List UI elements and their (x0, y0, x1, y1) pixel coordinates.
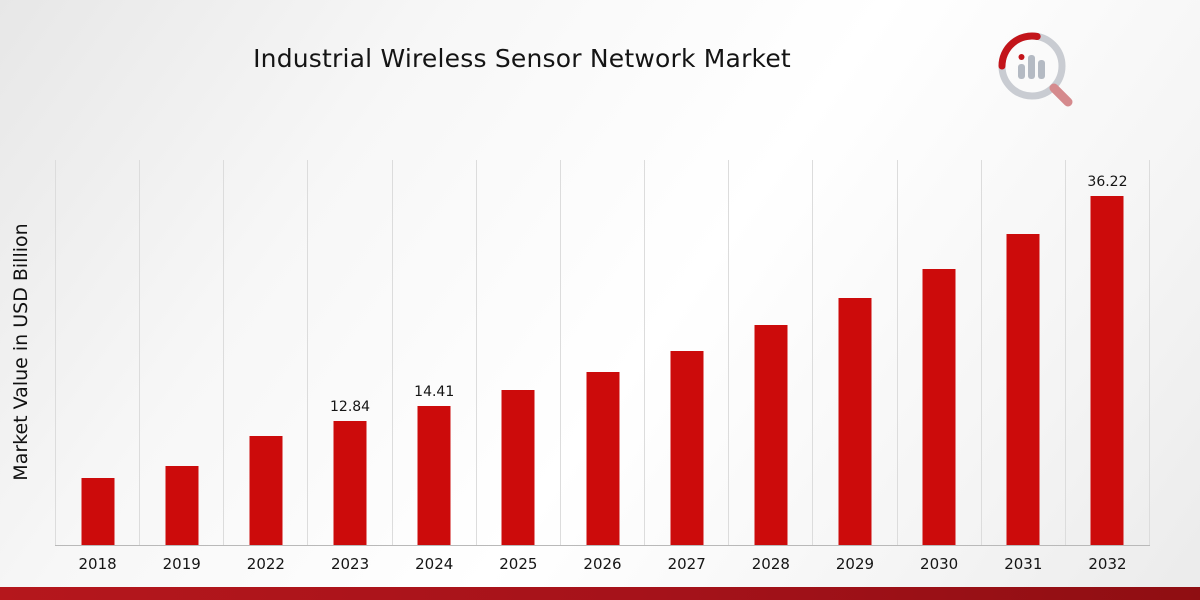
footer-ribbon (0, 587, 1200, 600)
x-tick-label-2032: 2032 (1088, 555, 1127, 573)
chart-cell-2022: 2022 (223, 160, 307, 573)
value-label-2023: 12.84 (330, 399, 371, 416)
bar-2032 (1090, 196, 1124, 545)
chart-cell-2027: 2027 (644, 160, 728, 573)
x-tick-label-2027: 2027 (667, 555, 706, 573)
bar-2028 (754, 324, 788, 545)
chart-cell-2024: 14.41 2024 (391, 160, 476, 573)
bar-2025 (501, 390, 535, 545)
bar-2027 (670, 350, 704, 545)
y-axis-label: Market Value in USD Billion (10, 223, 32, 481)
value-label-2024: 14.41 (414, 384, 455, 401)
chart-cell-2019: 2019 (139, 160, 223, 573)
chart-cell-2018: 2018 (55, 160, 139, 573)
bar-2023 (333, 421, 367, 545)
bar-2029 (838, 297, 872, 545)
x-tick-label-2024: 2024 (415, 555, 454, 573)
chart-cell-2026: 2026 (559, 160, 644, 573)
x-tick-label-2029: 2029 (835, 555, 875, 573)
value-label-2032: 36.22 (1087, 174, 1128, 191)
bar-2019 (165, 466, 199, 545)
x-tick-label-2030: 2030 (920, 555, 959, 573)
chart-cell-2031: 2031 (980, 160, 1065, 573)
x-tick-label-2023: 2023 (330, 555, 370, 573)
bar-2024 (417, 406, 451, 545)
x-tick-label-2031: 2031 (1004, 555, 1043, 573)
x-tick-label-2028: 2028 (751, 555, 790, 573)
chart-cell-2030: 2030 (896, 160, 981, 573)
chart-title: Industrial Wireless Sensor Network Marke… (253, 44, 791, 73)
x-tick-label-2026: 2026 (583, 555, 622, 573)
bar-2018 (81, 477, 115, 545)
chart-cell-2028: 2028 (728, 160, 812, 573)
x-tick-label-2019: 2019 (162, 555, 201, 573)
x-tick-label-2022: 2022 (246, 555, 285, 573)
bar-2026 (586, 371, 620, 545)
chart-cell-2023: 12.84 2023 (307, 160, 391, 573)
chart-cell-2029: 2029 (812, 160, 896, 573)
plot-area: 2018 2019 2022 12.84 2023 14.41 2024 2025 2026 20… (55, 160, 1151, 573)
chart-cell-2025: 2025 (475, 160, 560, 573)
brand-logo-icon (992, 28, 1084, 110)
bar-2022 (249, 436, 283, 545)
x-tick-label-2025: 2025 (499, 555, 538, 573)
bar-2030 (922, 268, 956, 545)
bar-2031 (1006, 234, 1040, 545)
chart-cell-2032: 36.22 2032 (1064, 160, 1151, 573)
x-tick-label-2018: 2018 (78, 555, 117, 573)
